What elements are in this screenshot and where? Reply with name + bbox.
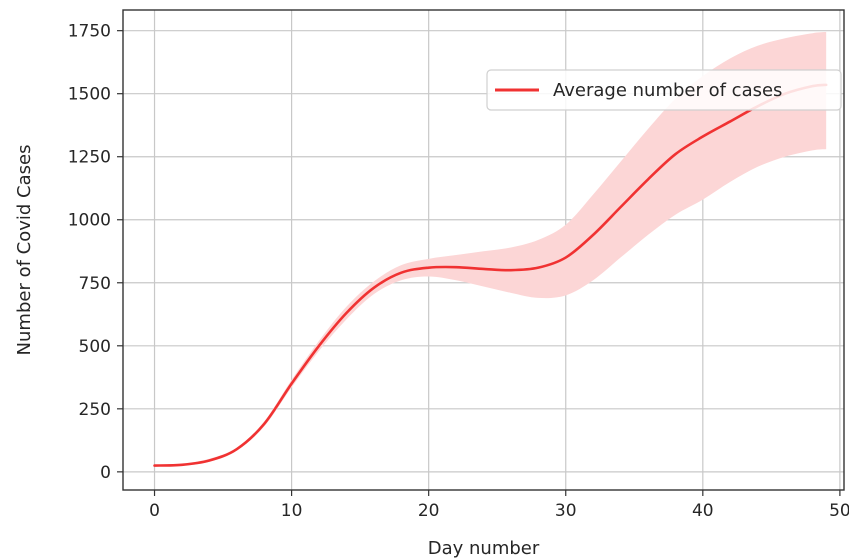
x-tick-label: 50 [829,501,849,521]
plot-frame [122,9,845,491]
legend-box [486,69,842,111]
confidence-band-layer [154,31,827,467]
y-tick-label: 1250 [68,148,111,168]
y-tick-label: 250 [79,400,111,420]
x-tick-label: 10 [281,501,303,521]
series-line [153,83,828,467]
x-axis-label: Day number [428,538,540,559]
legend: Average number of cases [486,69,842,111]
x-axis-ticks: 0 10 20 30 40 50 [149,490,849,521]
legend-entry: Average number of cases [553,80,782,101]
x-tick-label: 30 [555,501,577,521]
y-axis-label: Number of Covid Cases [14,145,35,356]
y-tick-label: 750 [79,274,111,294]
y-tick-label: 1750 [68,22,111,42]
y-tick-label: 1000 [68,211,111,231]
y-tick-label: 0 [100,463,111,483]
series-line-layer [153,83,828,467]
y-tick-label: 500 [79,337,111,357]
y-axis-ticks: 0 250 500 750 1000 1250 1500 1750 [68,22,123,483]
x-tick-label: 0 [149,501,160,521]
x-tick-label: 40 [692,501,714,521]
x-tick-label: 20 [418,501,440,521]
confidence-band [154,31,827,467]
y-tick-label: 1500 [68,85,111,105]
